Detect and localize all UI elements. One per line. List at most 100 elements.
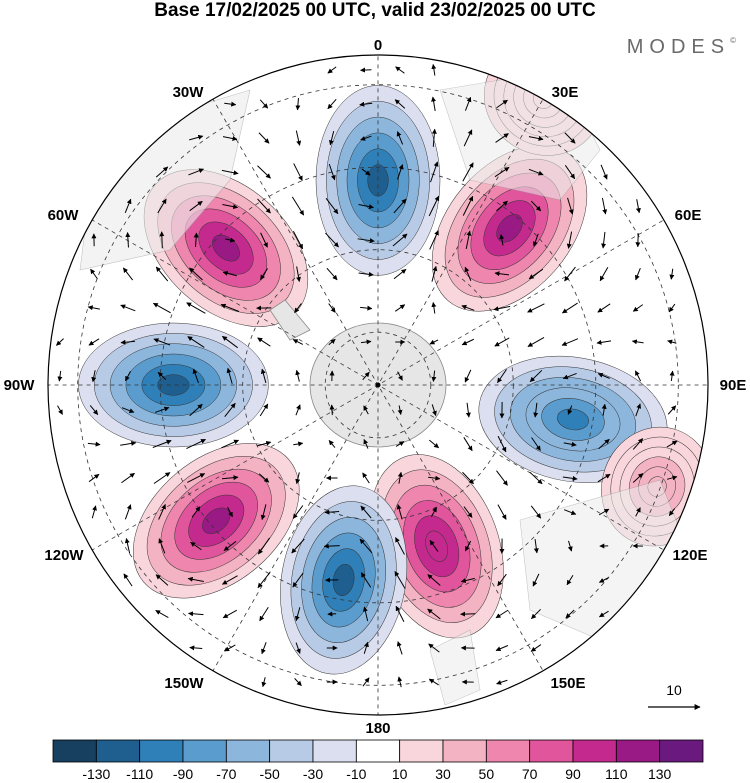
wind-arrow: [121, 407, 135, 414]
wind-arrow: [257, 440, 272, 447]
wind-arrow: [258, 132, 270, 144]
wind-arrow: [567, 540, 573, 552]
wind-arrow: [497, 504, 507, 520]
wind-arrow: [496, 200, 508, 212]
wind-arrow: [57, 405, 63, 415]
lon-label-60e: 60E: [675, 207, 702, 224]
wind-arrow: [87, 305, 100, 311]
wind-arrow: [567, 405, 573, 415]
wind-arrow: [358, 271, 374, 277]
wind-arrow: [360, 339, 372, 345]
wind-arrow: [465, 230, 472, 250]
colorbar-tick-label: 130: [648, 766, 672, 782]
wind-arrow: [359, 101, 373, 107]
wind-arrow: [327, 98, 337, 110]
brand-logo: MODES©: [627, 36, 736, 59]
wind-arrow: [186, 438, 206, 450]
wind-arrow: [155, 266, 169, 282]
colorbar-cell: [139, 739, 184, 763]
wind-arrow: [120, 440, 137, 446]
wind-vectors: [56, 63, 678, 688]
reference-vector-label: 10: [666, 682, 682, 698]
wind-arrow: [427, 574, 441, 586]
lon-label-60w: 60W: [48, 207, 80, 224]
wind-arrow: [295, 130, 302, 146]
new-zealand: [429, 629, 481, 706]
wind-arrow: [499, 234, 505, 246]
wind-arrow: [191, 506, 201, 518]
wind-arrow: [224, 644, 236, 652]
wind-arrow: [120, 304, 136, 312]
wind-arrow: [260, 504, 267, 521]
wind-arrow: [226, 367, 233, 384]
wind-arrow: [325, 232, 339, 248]
wind-arrow: [295, 98, 301, 111]
wind-arrow: [596, 339, 612, 345]
wind-arrow: [599, 610, 609, 618]
wind-arrow: [397, 471, 403, 484]
wind-arrow: [222, 609, 238, 619]
wind-arrow: [393, 198, 407, 214]
wind-arrow: [294, 607, 301, 622]
anomaly-contour: [557, 408, 589, 431]
wind-arrow: [90, 268, 98, 280]
wind-arrow: [261, 642, 267, 655]
wind-arrow: [597, 373, 610, 379]
wind-arrow: [669, 268, 675, 280]
wind-arrow: [463, 506, 473, 518]
colorbar-tick-label: -50: [260, 766, 280, 782]
colorbar-cell: [269, 739, 314, 763]
wind-arrow: [530, 505, 542, 519]
wind-arrow: [429, 339, 439, 345]
colorbar-tick-label: -30: [303, 766, 323, 782]
wind-arrow: [494, 166, 510, 178]
wind-arrow: [360, 572, 372, 588]
wind-arrow: [294, 678, 302, 687]
colorbar-tick-label: -90: [173, 766, 193, 782]
wind-arrow: [360, 505, 372, 519]
wind-arrow: [223, 541, 237, 551]
colorbar-tick-label: 10: [392, 766, 408, 782]
wind-arrow: [461, 338, 475, 346]
lon-label-120e: 120E: [672, 547, 707, 564]
wind-arrow: [395, 441, 405, 447]
wind-arrow: [463, 129, 473, 147]
wind-arrow: [225, 237, 236, 243]
wind-arrow: [157, 371, 167, 381]
wind-arrow: [635, 267, 641, 281]
wind-arrow: [155, 574, 169, 586]
lon-label-0: 0: [374, 37, 382, 54]
wind-arrow: [666, 475, 678, 481]
wind-arrow: [122, 267, 134, 281]
wind-arrow: [260, 232, 268, 248]
wind-arrow: [493, 305, 511, 312]
wind-arrow: [598, 577, 609, 583]
wind-arrow: [429, 540, 439, 552]
colorbar-tick-label: 30: [435, 766, 451, 782]
wind-arrow: [189, 200, 203, 212]
wind-arrow: [123, 573, 133, 587]
anomaly-center: [280, 485, 408, 675]
wind-arrow: [328, 163, 336, 181]
anomaly-center: [132, 443, 300, 599]
wind-arrow: [87, 441, 101, 447]
wind-arrow: [187, 473, 206, 483]
colorbar-cell: [529, 739, 574, 763]
wind-arrow: [635, 403, 642, 417]
wind-arrow: [566, 231, 573, 249]
wind-arrow: [597, 473, 611, 483]
wind-arrow: [295, 369, 301, 382]
wind-arrow: [323, 543, 340, 549]
colorbar-cell: [52, 739, 97, 763]
wind-arrow: [533, 402, 539, 418]
wind-arrow: [430, 161, 439, 183]
colorbar-cell: [442, 739, 487, 763]
wind-arrow: [464, 96, 472, 111]
wind-arrow: [222, 136, 238, 141]
wind-arrow: [461, 304, 475, 311]
wind-arrow: [291, 538, 305, 554]
wind-arrow: [601, 197, 608, 215]
wind-arrow: [363, 438, 369, 449]
wind-arrow: [221, 335, 238, 349]
